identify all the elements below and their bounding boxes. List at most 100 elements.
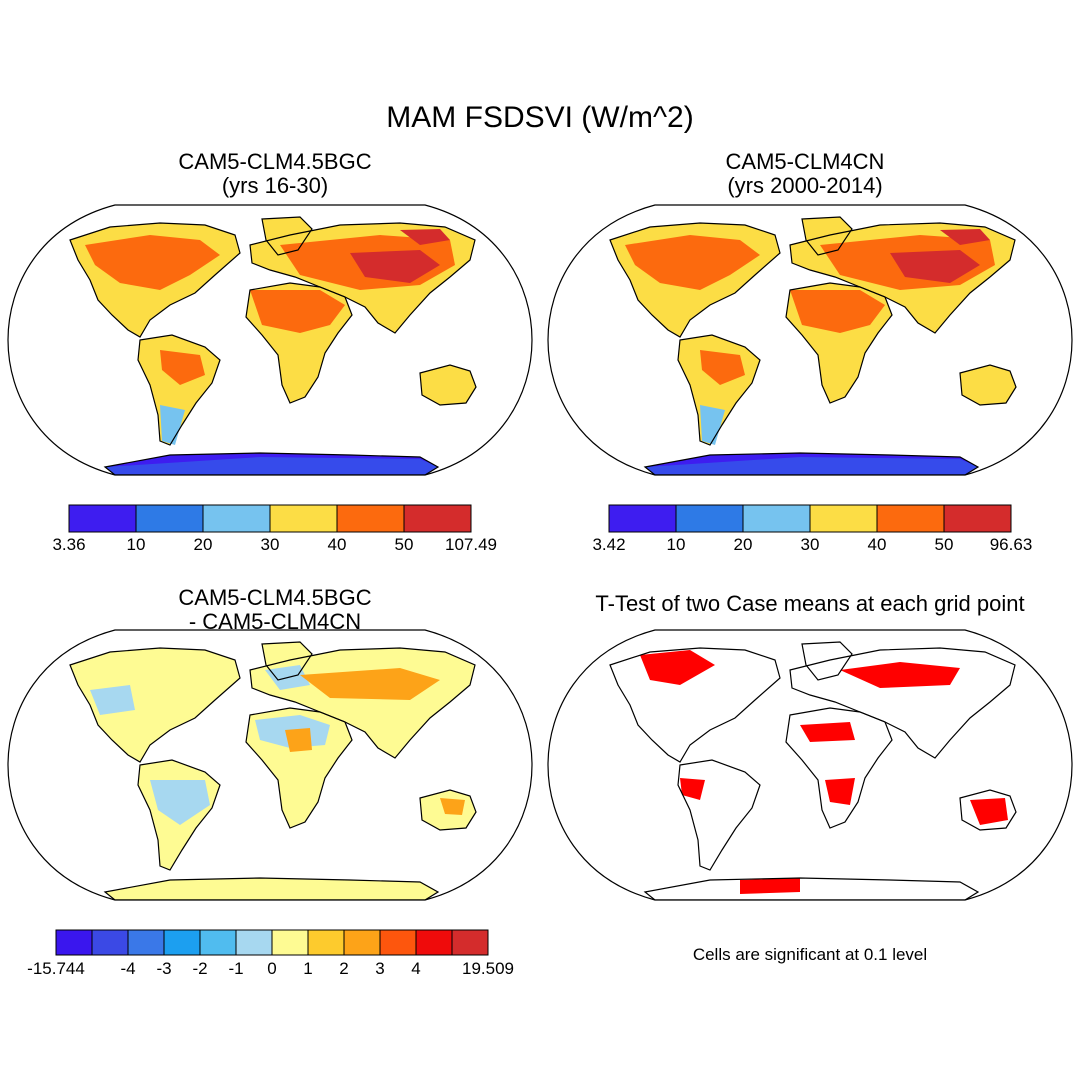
positive-region (285, 728, 312, 752)
land-namerica (70, 648, 240, 762)
colorbar-c (55, 929, 489, 956)
coastline (677, 759, 761, 871)
colorbar-tick-label: -4 (120, 959, 136, 978)
coastline (69, 647, 241, 763)
colorbar-tick-label: 10 (126, 535, 146, 554)
colorbar-tick-label: 50 (934, 535, 954, 554)
colorbar-tick-label: -15.744 (27, 959, 85, 978)
coastline (609, 222, 781, 338)
map-outline (547, 629, 1073, 901)
coastline (249, 222, 476, 334)
colorbar-tick-label: 2 (339, 959, 349, 978)
main-title: MAM FSDSVI (W/m^2) (386, 101, 694, 134)
positive-region (440, 798, 465, 815)
significant-cells (740, 878, 800, 894)
map-d (547, 629, 1073, 901)
colorbar-swatch (403, 504, 472, 533)
colorbar-tick-label: 19.509 (462, 959, 514, 978)
coastline (789, 647, 1016, 759)
colorbar-swatch (127, 929, 165, 956)
warm-region (790, 290, 885, 333)
colorbar-swatch (379, 929, 417, 956)
coastline (261, 216, 313, 256)
significant-cells (640, 650, 715, 685)
coastline (801, 216, 853, 256)
coastline (677, 334, 761, 446)
warm-region (250, 290, 345, 333)
colorbar-tick-label: 4 (411, 959, 421, 978)
map-a (7, 204, 533, 476)
colorbar-swatch (809, 504, 878, 533)
colorbar-tick-label: 40 (867, 535, 887, 554)
warm-region (625, 235, 760, 290)
colorbar-tick-label: 96.63 (989, 535, 1033, 554)
colorbar-swatch (235, 929, 273, 956)
warm-region (700, 350, 745, 385)
colorbar-tick-label: 3.36 (52, 535, 86, 554)
map-outline (7, 629, 533, 901)
colorbar-swatch (876, 504, 945, 533)
colorbar-swatch (55, 929, 93, 956)
land-antarctica (105, 878, 438, 900)
colorbar-swatch (343, 929, 381, 956)
map-b (547, 204, 1073, 476)
colorbar-tick-label: -3 (156, 959, 172, 978)
colorbar-swatch (271, 929, 309, 956)
negative-region (150, 780, 210, 825)
map-outline (547, 204, 1073, 476)
colorbar-swatch (451, 929, 489, 956)
significant-cells (840, 662, 960, 688)
hot-region (400, 229, 450, 245)
colorbar-swatch (608, 504, 677, 533)
significant-cells (800, 722, 855, 742)
coastline (261, 641, 313, 681)
colorbar-a-ticks: 3.36 10 20 30 40 50 107.49 (52, 535, 497, 557)
warm-region (85, 235, 220, 290)
panel-title-d: T-Test of two Case means at each grid po… (595, 591, 1025, 616)
significance-note: Cells are significant at 0.1 level (692, 945, 928, 964)
colorbar-tick-label: 3.42 (592, 535, 626, 554)
colorbar-swatch (91, 929, 129, 956)
colorbar-tick-label: 30 (800, 535, 820, 554)
coastline (103, 877, 440, 900)
colorbar-swatch (269, 504, 338, 533)
colorbar-tick-label: 10 (666, 535, 686, 554)
land-australia (420, 365, 476, 405)
colorbar-swatch (415, 929, 453, 956)
hot-region (890, 250, 980, 283)
colorbar-swatch (336, 504, 405, 533)
positive-region (300, 668, 440, 700)
hot-region (940, 229, 990, 245)
colorbar-tick-label: 50 (394, 535, 414, 554)
significant-cells (825, 778, 855, 805)
coastline (419, 364, 477, 406)
coastline (103, 452, 440, 475)
colorbar-tick-label: 1 (303, 959, 313, 978)
coastline (643, 452, 980, 475)
hot-region (350, 250, 440, 283)
cold-region (160, 405, 185, 445)
antarctic-edge (645, 457, 978, 475)
colorbar-swatch (943, 504, 1012, 533)
colorbar-swatch (742, 504, 811, 533)
colorbar-tick-label: 20 (193, 535, 213, 554)
panel-title-a: CAM5-CLM4.5BGC (yrs 16-30) (178, 149, 372, 198)
colorbar-swatch (68, 504, 137, 533)
cold-region (700, 405, 725, 445)
colorbar-swatch (135, 504, 204, 533)
coastline (643, 877, 980, 900)
significant-cells (970, 798, 1008, 825)
colorbar-tick-label: -2 (192, 959, 208, 978)
panel-title-b: CAM5-CLM4CN (yrs 2000-2014) (725, 149, 885, 198)
colorbar-swatch (199, 929, 237, 956)
colorbar-tick-label: 40 (327, 535, 347, 554)
coastline (419, 789, 477, 831)
colorbar-b-ticks: 3.42 10 20 30 40 50 96.63 (592, 535, 1032, 557)
colorbar-swatch (163, 929, 201, 956)
colorbar-swatch (307, 929, 345, 956)
colorbar-tick-label: 30 (260, 535, 280, 554)
colorbar-a (68, 504, 472, 533)
colorbar-tick-label: 0 (267, 959, 277, 978)
antarctic-edge (105, 457, 438, 475)
